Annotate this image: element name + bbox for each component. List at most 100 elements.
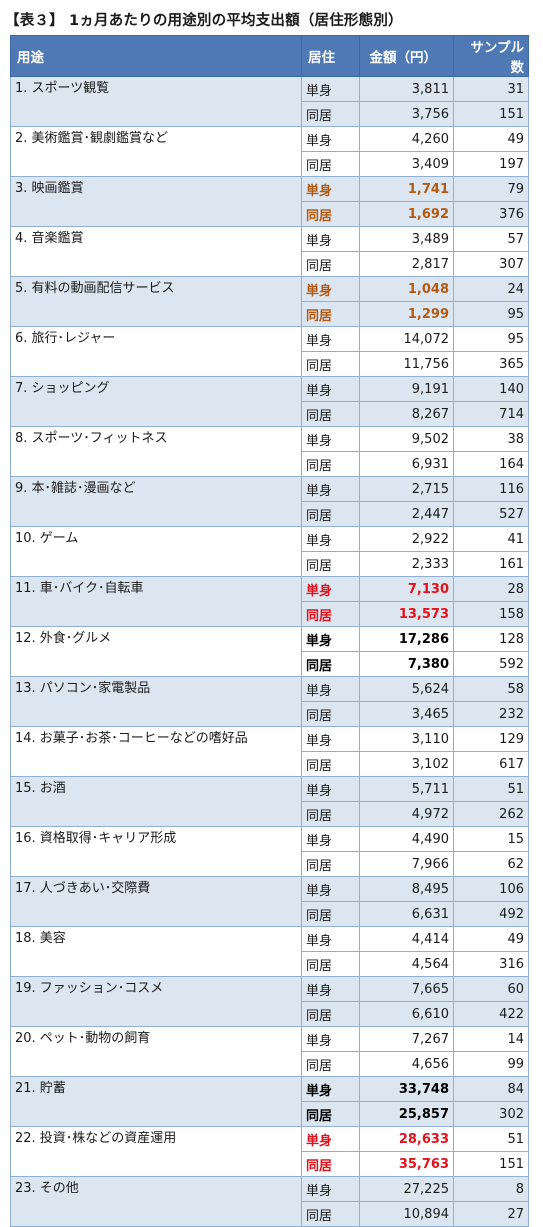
- table-row: 14. お菓子･お茶･コーヒーなどの嗜好品 単身 3,110 129: [10, 726, 529, 777]
- amount-cell: 1,299: [359, 301, 454, 327]
- sample-count-cell: 158: [453, 601, 529, 627]
- living-type-cell: 単身: [301, 376, 360, 402]
- living-type-cell: 単身: [301, 1176, 360, 1202]
- amount-cell: 27,225: [359, 1176, 454, 1202]
- living-type-cell: 単身: [301, 976, 360, 1002]
- table-row: 5. 有料の動画配信サービス 単身 1,048 24: [10, 276, 529, 327]
- table-row: 15. お酒 単身 5,711 51: [10, 776, 529, 827]
- living-type-cell: 同居: [301, 251, 360, 277]
- table-row: 同居 7,380 592: [11, 651, 529, 677]
- category-label: 18. 美容: [10, 926, 302, 977]
- category-label: 14. お菓子･お茶･コーヒーなどの嗜好品: [10, 726, 302, 777]
- category-label: 17. 人づきあい･交際費: [10, 876, 302, 927]
- table-row: 8. スポーツ･フィットネス 単身 9,502 38: [10, 426, 529, 477]
- category-label: 2. 美術鑑賞･観劇鑑賞など: [10, 126, 302, 177]
- category-label: 22. 投資･株などの資産運用: [10, 1126, 302, 1177]
- living-type-cell: 単身: [301, 1076, 360, 1102]
- table-row: 同居 35,763 151: [11, 1151, 529, 1177]
- sample-count-cell: 84: [453, 1076, 529, 1102]
- sample-count-cell: 197: [453, 151, 529, 177]
- sample-count-cell: 116: [453, 476, 529, 502]
- sample-count-cell: 38: [453, 426, 529, 452]
- header-use: 用途: [10, 35, 302, 77]
- table-row: 同居 10,894 27: [11, 1201, 529, 1227]
- living-type-cell: 同居: [301, 851, 360, 877]
- sample-count-cell: 15: [453, 826, 529, 852]
- amount-cell: 5,711: [359, 776, 454, 802]
- table-row: 同居 2,447 527: [11, 501, 529, 527]
- living-type-cell: 単身: [301, 626, 360, 652]
- category-label: 7. ショッピング: [10, 376, 302, 427]
- table-row: 23. その他 単身 27,225 8: [10, 1176, 529, 1227]
- header-living: 居住: [301, 35, 360, 77]
- table-row: 9. 本･雑誌･漫画など 単身 2,715 116: [10, 476, 529, 527]
- sample-count-cell: 129: [453, 726, 529, 752]
- living-type-cell: 同居: [301, 301, 360, 327]
- amount-cell: 1,692: [359, 201, 454, 227]
- sample-count-cell: 151: [453, 1151, 529, 1177]
- sample-count-cell: 232: [453, 701, 529, 727]
- table-row: 同居 1,299 95: [11, 301, 529, 327]
- sample-count-cell: 51: [453, 776, 529, 802]
- sample-count-cell: 57: [453, 226, 529, 252]
- sample-count-cell: 527: [453, 501, 529, 527]
- table-row: 20. ペット･動物の飼育 単身 7,267 14: [10, 1026, 529, 1077]
- sample-count-cell: 41: [453, 526, 529, 552]
- category-label: 19. ファッション･コスメ: [10, 976, 302, 1027]
- table-row: 4. 音楽鑑賞 単身 3,489 57: [10, 226, 529, 277]
- table-row: 同居 2,817 307: [11, 251, 529, 277]
- category-label: 6. 旅行･レジャー: [10, 326, 302, 377]
- amount-cell: 28,633: [359, 1126, 454, 1152]
- table-row: 11. 車･バイク･自転車 単身 7,130 28: [10, 576, 529, 627]
- living-type-cell: 同居: [301, 1151, 360, 1177]
- amount-cell: 9,191: [359, 376, 454, 402]
- category-label: 20. ペット･動物の飼育: [10, 1026, 302, 1077]
- sample-count-cell: 307: [453, 251, 529, 277]
- living-type-cell: 単身: [301, 126, 360, 152]
- table-row: 13. パソコン･家電製品 単身 5,624 58: [10, 676, 529, 727]
- living-type-cell: 単身: [301, 876, 360, 902]
- sample-count-cell: 161: [453, 551, 529, 577]
- category-label: 21. 貯蓄: [10, 1076, 302, 1127]
- sample-count-cell: 58: [453, 676, 529, 702]
- amount-cell: 3,409: [359, 151, 454, 177]
- amount-cell: 3,489: [359, 226, 454, 252]
- sample-count-cell: 95: [453, 326, 529, 352]
- sample-count-cell: 365: [453, 351, 529, 377]
- sample-count-cell: 31: [453, 76, 529, 102]
- amount-cell: 6,610: [359, 1001, 454, 1027]
- sample-count-cell: 95: [453, 301, 529, 327]
- header-sample: サンプル数: [453, 35, 529, 77]
- category-label: 5. 有料の動画配信サービス: [10, 276, 302, 327]
- sample-count-cell: 60: [453, 976, 529, 1002]
- sample-count-cell: 140: [453, 376, 529, 402]
- sample-count-cell: 262: [453, 801, 529, 827]
- amount-cell: 4,972: [359, 801, 454, 827]
- amount-cell: 7,665: [359, 976, 454, 1002]
- amount-cell: 10,894: [359, 1201, 454, 1227]
- living-type-cell: 単身: [301, 76, 360, 102]
- amount-cell: 2,333: [359, 551, 454, 577]
- category-label: 11. 車･バイク･自転車: [10, 576, 302, 627]
- table-row: 10. ゲーム 単身 2,922 41: [10, 526, 529, 577]
- amount-cell: 1,741: [359, 176, 454, 202]
- amount-cell: 9,502: [359, 426, 454, 452]
- table-row: 同居 25,857 302: [11, 1101, 529, 1127]
- living-type-cell: 単身: [301, 426, 360, 452]
- amount-cell: 4,656: [359, 1051, 454, 1077]
- expense-table: 用途 居住 金額（円） サンプル数 1. スポーツ観覧 単身 3,811 31 同居 3,…: [10, 35, 529, 1227]
- category-label: 13. パソコン･家電製品: [10, 676, 302, 727]
- sample-count-cell: 617: [453, 751, 529, 777]
- table-header-row: 用途 居住 金額（円） サンプル数: [10, 35, 529, 77]
- amount-cell: 6,631: [359, 901, 454, 927]
- table-row: 3. 映画鑑賞 単身 1,741 79: [10, 176, 529, 227]
- sample-count-cell: 14: [453, 1026, 529, 1052]
- amount-cell: 6,931: [359, 451, 454, 477]
- living-type-cell: 同居: [301, 601, 360, 627]
- living-type-cell: 単身: [301, 226, 360, 252]
- amount-cell: 7,267: [359, 1026, 454, 1052]
- living-type-cell: 同居: [301, 101, 360, 127]
- living-type-cell: 同居: [301, 551, 360, 577]
- amount-cell: 3,102: [359, 751, 454, 777]
- living-type-cell: 同居: [301, 501, 360, 527]
